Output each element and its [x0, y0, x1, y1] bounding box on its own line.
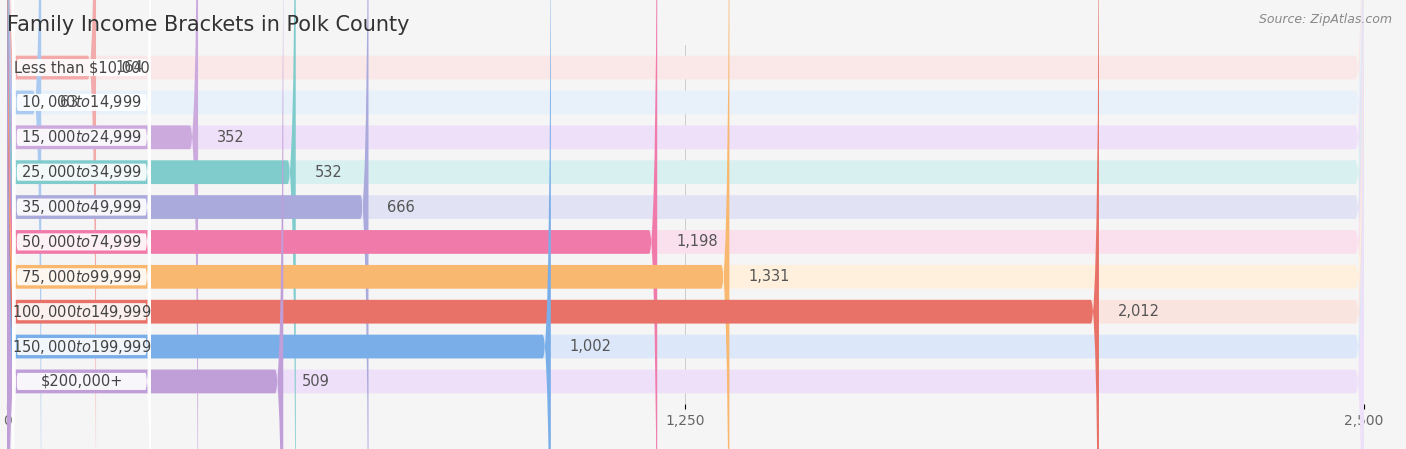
FancyBboxPatch shape	[7, 0, 41, 449]
Text: $15,000 to $24,999: $15,000 to $24,999	[21, 128, 142, 146]
FancyBboxPatch shape	[13, 0, 150, 449]
Text: $100,000 to $149,999: $100,000 to $149,999	[11, 303, 152, 321]
FancyBboxPatch shape	[7, 0, 368, 449]
Text: $150,000 to $199,999: $150,000 to $199,999	[11, 338, 152, 356]
FancyBboxPatch shape	[7, 0, 1364, 449]
Text: 1,331: 1,331	[748, 269, 790, 284]
Text: $35,000 to $49,999: $35,000 to $49,999	[21, 198, 142, 216]
FancyBboxPatch shape	[13, 0, 150, 443]
Text: Source: ZipAtlas.com: Source: ZipAtlas.com	[1258, 13, 1392, 26]
FancyBboxPatch shape	[7, 0, 198, 449]
FancyBboxPatch shape	[13, 0, 150, 449]
Text: Family Income Brackets in Polk County: Family Income Brackets in Polk County	[7, 15, 409, 35]
FancyBboxPatch shape	[13, 0, 150, 408]
FancyBboxPatch shape	[7, 0, 1099, 449]
FancyBboxPatch shape	[13, 0, 150, 449]
FancyBboxPatch shape	[7, 0, 1364, 449]
FancyBboxPatch shape	[13, 6, 150, 449]
FancyBboxPatch shape	[13, 0, 150, 449]
Text: 164: 164	[115, 60, 143, 75]
FancyBboxPatch shape	[7, 0, 295, 449]
Text: 2,012: 2,012	[1118, 304, 1160, 319]
Text: 532: 532	[315, 165, 343, 180]
Text: Less than $10,000: Less than $10,000	[14, 60, 149, 75]
Text: $10,000 to $14,999: $10,000 to $14,999	[21, 93, 142, 111]
FancyBboxPatch shape	[7, 0, 657, 449]
FancyBboxPatch shape	[13, 41, 150, 449]
FancyBboxPatch shape	[7, 0, 1364, 449]
Text: 509: 509	[302, 374, 330, 389]
FancyBboxPatch shape	[7, 0, 1364, 449]
Text: $200,000+: $200,000+	[41, 374, 122, 389]
Text: $75,000 to $99,999: $75,000 to $99,999	[21, 268, 142, 286]
FancyBboxPatch shape	[7, 0, 1364, 449]
FancyBboxPatch shape	[7, 0, 730, 449]
FancyBboxPatch shape	[7, 0, 283, 449]
FancyBboxPatch shape	[7, 0, 1364, 449]
FancyBboxPatch shape	[7, 0, 96, 449]
Text: $50,000 to $74,999: $50,000 to $74,999	[21, 233, 142, 251]
Text: 1,002: 1,002	[569, 339, 612, 354]
Text: 1,198: 1,198	[676, 234, 718, 250]
FancyBboxPatch shape	[7, 0, 1364, 449]
FancyBboxPatch shape	[13, 0, 150, 449]
Text: 352: 352	[217, 130, 245, 145]
Text: 666: 666	[388, 199, 415, 215]
FancyBboxPatch shape	[7, 0, 1364, 449]
FancyBboxPatch shape	[7, 0, 551, 449]
Text: 63: 63	[60, 95, 79, 110]
FancyBboxPatch shape	[13, 0, 150, 449]
FancyBboxPatch shape	[7, 0, 1364, 449]
FancyBboxPatch shape	[7, 0, 1364, 449]
Text: $25,000 to $34,999: $25,000 to $34,999	[21, 163, 142, 181]
